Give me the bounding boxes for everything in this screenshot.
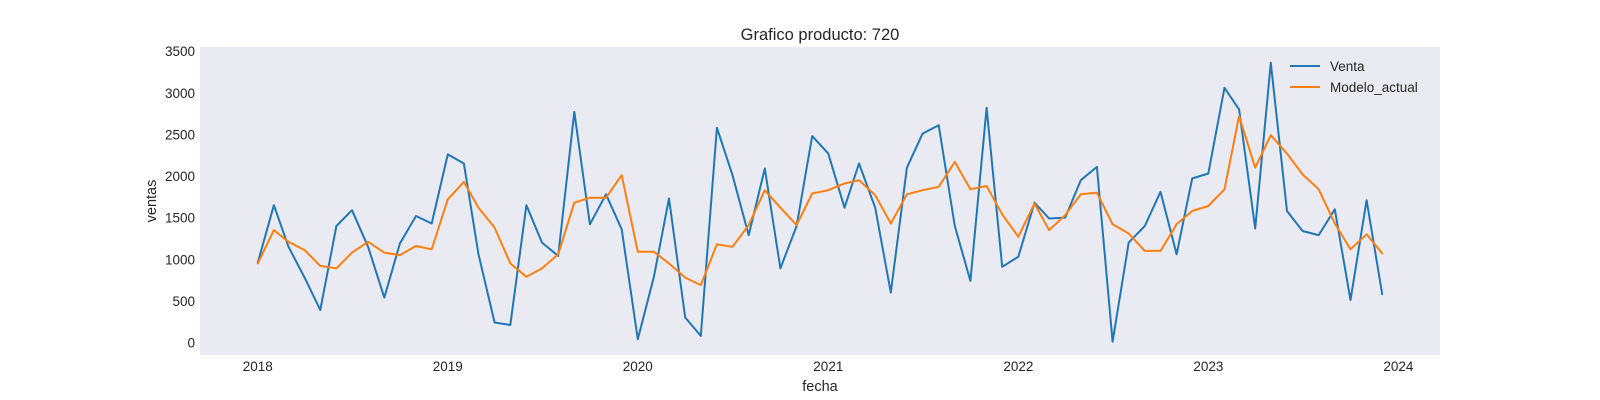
x-tick-label: 2019 xyxy=(433,359,463,374)
y-tick-label: 3000 xyxy=(165,86,195,101)
series-line-modelo-actual xyxy=(256,115,1384,287)
plot-area xyxy=(200,47,1440,355)
y-tick-label: 2500 xyxy=(165,127,195,142)
y-tick-label: 1500 xyxy=(165,211,195,226)
y-tick-label: 2000 xyxy=(165,169,195,184)
x-tick-label: 2018 xyxy=(243,359,273,374)
y-axis-label: ventas xyxy=(144,180,160,223)
x-axis-ticks: 2018 2019 2020 2021 2022 2023 2024 xyxy=(243,359,1414,374)
series-layer xyxy=(256,61,1384,343)
y-tick-label: 3500 xyxy=(165,44,195,59)
legend: Venta Modelo_actual xyxy=(1284,52,1434,100)
chart-title: Grafico producto: 720 xyxy=(741,26,900,44)
x-tick-label: 2021 xyxy=(813,359,843,374)
y-tick-label: 0 xyxy=(187,336,195,351)
legend-box xyxy=(1284,52,1434,100)
legend-label: Venta xyxy=(1330,59,1365,74)
y-tick-label: 1000 xyxy=(165,252,195,267)
y-axis-ticks: 0 500 1000 1500 2000 2500 3000 3500 xyxy=(165,44,195,350)
series-line-venta xyxy=(256,61,1384,343)
x-tick-label: 2020 xyxy=(623,359,653,374)
x-tick-label: 2022 xyxy=(1003,359,1033,374)
legend-label: Modelo_actual xyxy=(1330,80,1418,95)
y-tick-label: 500 xyxy=(172,294,195,309)
x-tick-label: 2023 xyxy=(1193,359,1223,374)
x-tick-label: 2024 xyxy=(1383,359,1414,374)
x-axis-label: fecha xyxy=(802,379,838,395)
